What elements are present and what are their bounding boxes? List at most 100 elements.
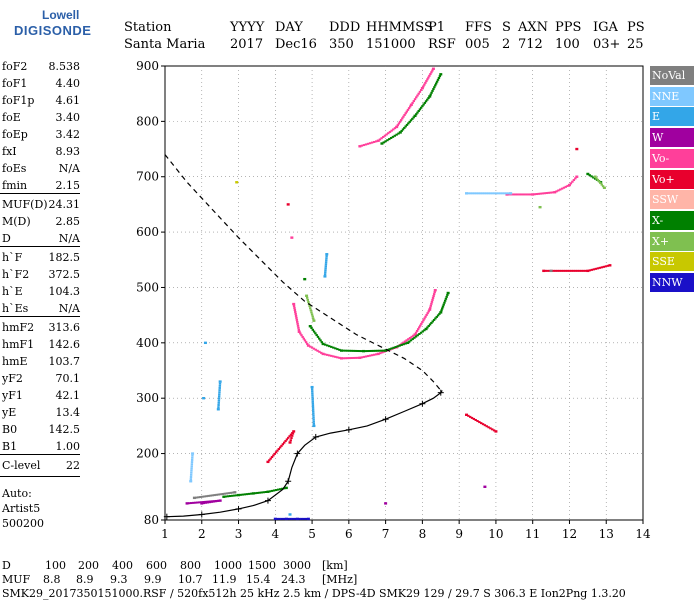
echo-point bbox=[423, 329, 426, 332]
echo-point bbox=[336, 356, 339, 359]
echo-point bbox=[314, 332, 317, 335]
echo-point bbox=[427, 97, 430, 100]
echo-point bbox=[391, 135, 395, 138]
echo-point bbox=[311, 400, 314, 403]
echo-point bbox=[426, 98, 429, 101]
legend-item: Vo+ bbox=[650, 169, 694, 189]
echo-point bbox=[291, 432, 294, 435]
echo-point bbox=[241, 493, 244, 496]
echo-point bbox=[402, 343, 405, 346]
echo-point bbox=[436, 314, 440, 317]
hdr-station: Station bbox=[124, 20, 172, 35]
echo-point bbox=[251, 492, 255, 495]
echo-point bbox=[406, 341, 410, 345]
echo-point bbox=[382, 141, 385, 144]
echo-point bbox=[334, 355, 337, 358]
echo-point bbox=[411, 101, 414, 104]
echo-point bbox=[404, 125, 407, 128]
echo-point bbox=[296, 322, 299, 325]
echo-point bbox=[437, 76, 441, 79]
echo-point bbox=[297, 326, 300, 329]
echo-point bbox=[312, 420, 315, 423]
echo-point bbox=[405, 110, 409, 113]
echo-point bbox=[243, 493, 247, 496]
echo-point bbox=[332, 346, 335, 349]
param-value: 3.40 bbox=[55, 111, 81, 124]
hdr-hhmmss: HHMMSS bbox=[366, 20, 433, 35]
echo-point bbox=[443, 301, 446, 304]
echo-point bbox=[414, 335, 418, 338]
param-name: M(D) bbox=[2, 215, 31, 228]
echo-point bbox=[405, 339, 408, 342]
echo-point bbox=[503, 192, 506, 195]
echo-point bbox=[602, 265, 606, 268]
echo-point bbox=[228, 495, 232, 498]
echo-point bbox=[324, 261, 328, 264]
echo-point bbox=[276, 488, 280, 491]
echo-point bbox=[281, 487, 284, 490]
echo-point bbox=[311, 398, 314, 401]
echo-point bbox=[338, 348, 341, 351]
echo-point bbox=[190, 458, 194, 461]
echo-point bbox=[483, 485, 487, 488]
echo-point bbox=[489, 192, 492, 195]
echo-point bbox=[606, 264, 610, 267]
echo-point bbox=[471, 192, 474, 195]
echo-point bbox=[273, 517, 277, 521]
echo-point bbox=[287, 436, 290, 439]
echo-point bbox=[282, 517, 286, 520]
echo-point bbox=[189, 480, 193, 483]
echo-point bbox=[279, 488, 282, 491]
echo-point bbox=[439, 311, 443, 314]
echo-point bbox=[301, 335, 304, 338]
param-value: 103.7 bbox=[48, 355, 81, 368]
echo-point bbox=[445, 295, 448, 298]
echo-point bbox=[315, 334, 318, 337]
echo-point bbox=[440, 309, 443, 312]
echo-point bbox=[552, 269, 555, 272]
echo-point bbox=[434, 84, 437, 87]
echo-point bbox=[316, 349, 319, 352]
legend-item: NNE bbox=[650, 86, 694, 106]
echo-point bbox=[427, 324, 430, 327]
echo-point bbox=[339, 357, 343, 360]
echo-point bbox=[210, 500, 214, 503]
echo-point bbox=[358, 350, 361, 353]
echo-point bbox=[312, 422, 316, 425]
param-value: 70.1 bbox=[55, 372, 81, 385]
echo-point bbox=[195, 496, 198, 499]
echo-point bbox=[402, 341, 405, 344]
echo-point bbox=[318, 350, 321, 353]
echo-point bbox=[274, 489, 278, 492]
echo-point bbox=[277, 448, 280, 451]
param-name: h`F bbox=[2, 251, 23, 264]
distance-value: 200 bbox=[78, 559, 99, 572]
param-name: yF1 bbox=[2, 389, 23, 402]
echo-point bbox=[516, 193, 519, 196]
echo-point bbox=[399, 119, 403, 122]
param-value: 4.40 bbox=[55, 77, 81, 90]
echo-point bbox=[401, 128, 405, 131]
echo-point bbox=[285, 438, 289, 441]
param-value: 3.42 bbox=[55, 128, 81, 141]
y-tick-label: 80 bbox=[144, 513, 159, 527]
echo-point bbox=[596, 267, 600, 270]
echo-point bbox=[588, 174, 591, 177]
echo-point bbox=[380, 137, 383, 140]
echo-point bbox=[419, 324, 422, 327]
legend-item: X+ bbox=[650, 231, 694, 251]
echo-point bbox=[409, 119, 413, 122]
echo-point bbox=[299, 332, 302, 335]
echo-point bbox=[560, 187, 564, 190]
param-value: N/A bbox=[58, 302, 80, 315]
echo-point bbox=[295, 517, 299, 521]
echo-point bbox=[551, 191, 554, 194]
echo-point bbox=[426, 326, 429, 329]
file-info: SMK29_2017350151000.RSF / 520fx512h 25 k… bbox=[2, 587, 626, 600]
echo-point bbox=[297, 330, 301, 333]
echo-point bbox=[219, 493, 222, 496]
echo-point bbox=[439, 73, 443, 76]
echo-point bbox=[372, 353, 376, 356]
hdr-axn: AXN bbox=[518, 20, 549, 35]
echo-point bbox=[324, 263, 328, 266]
